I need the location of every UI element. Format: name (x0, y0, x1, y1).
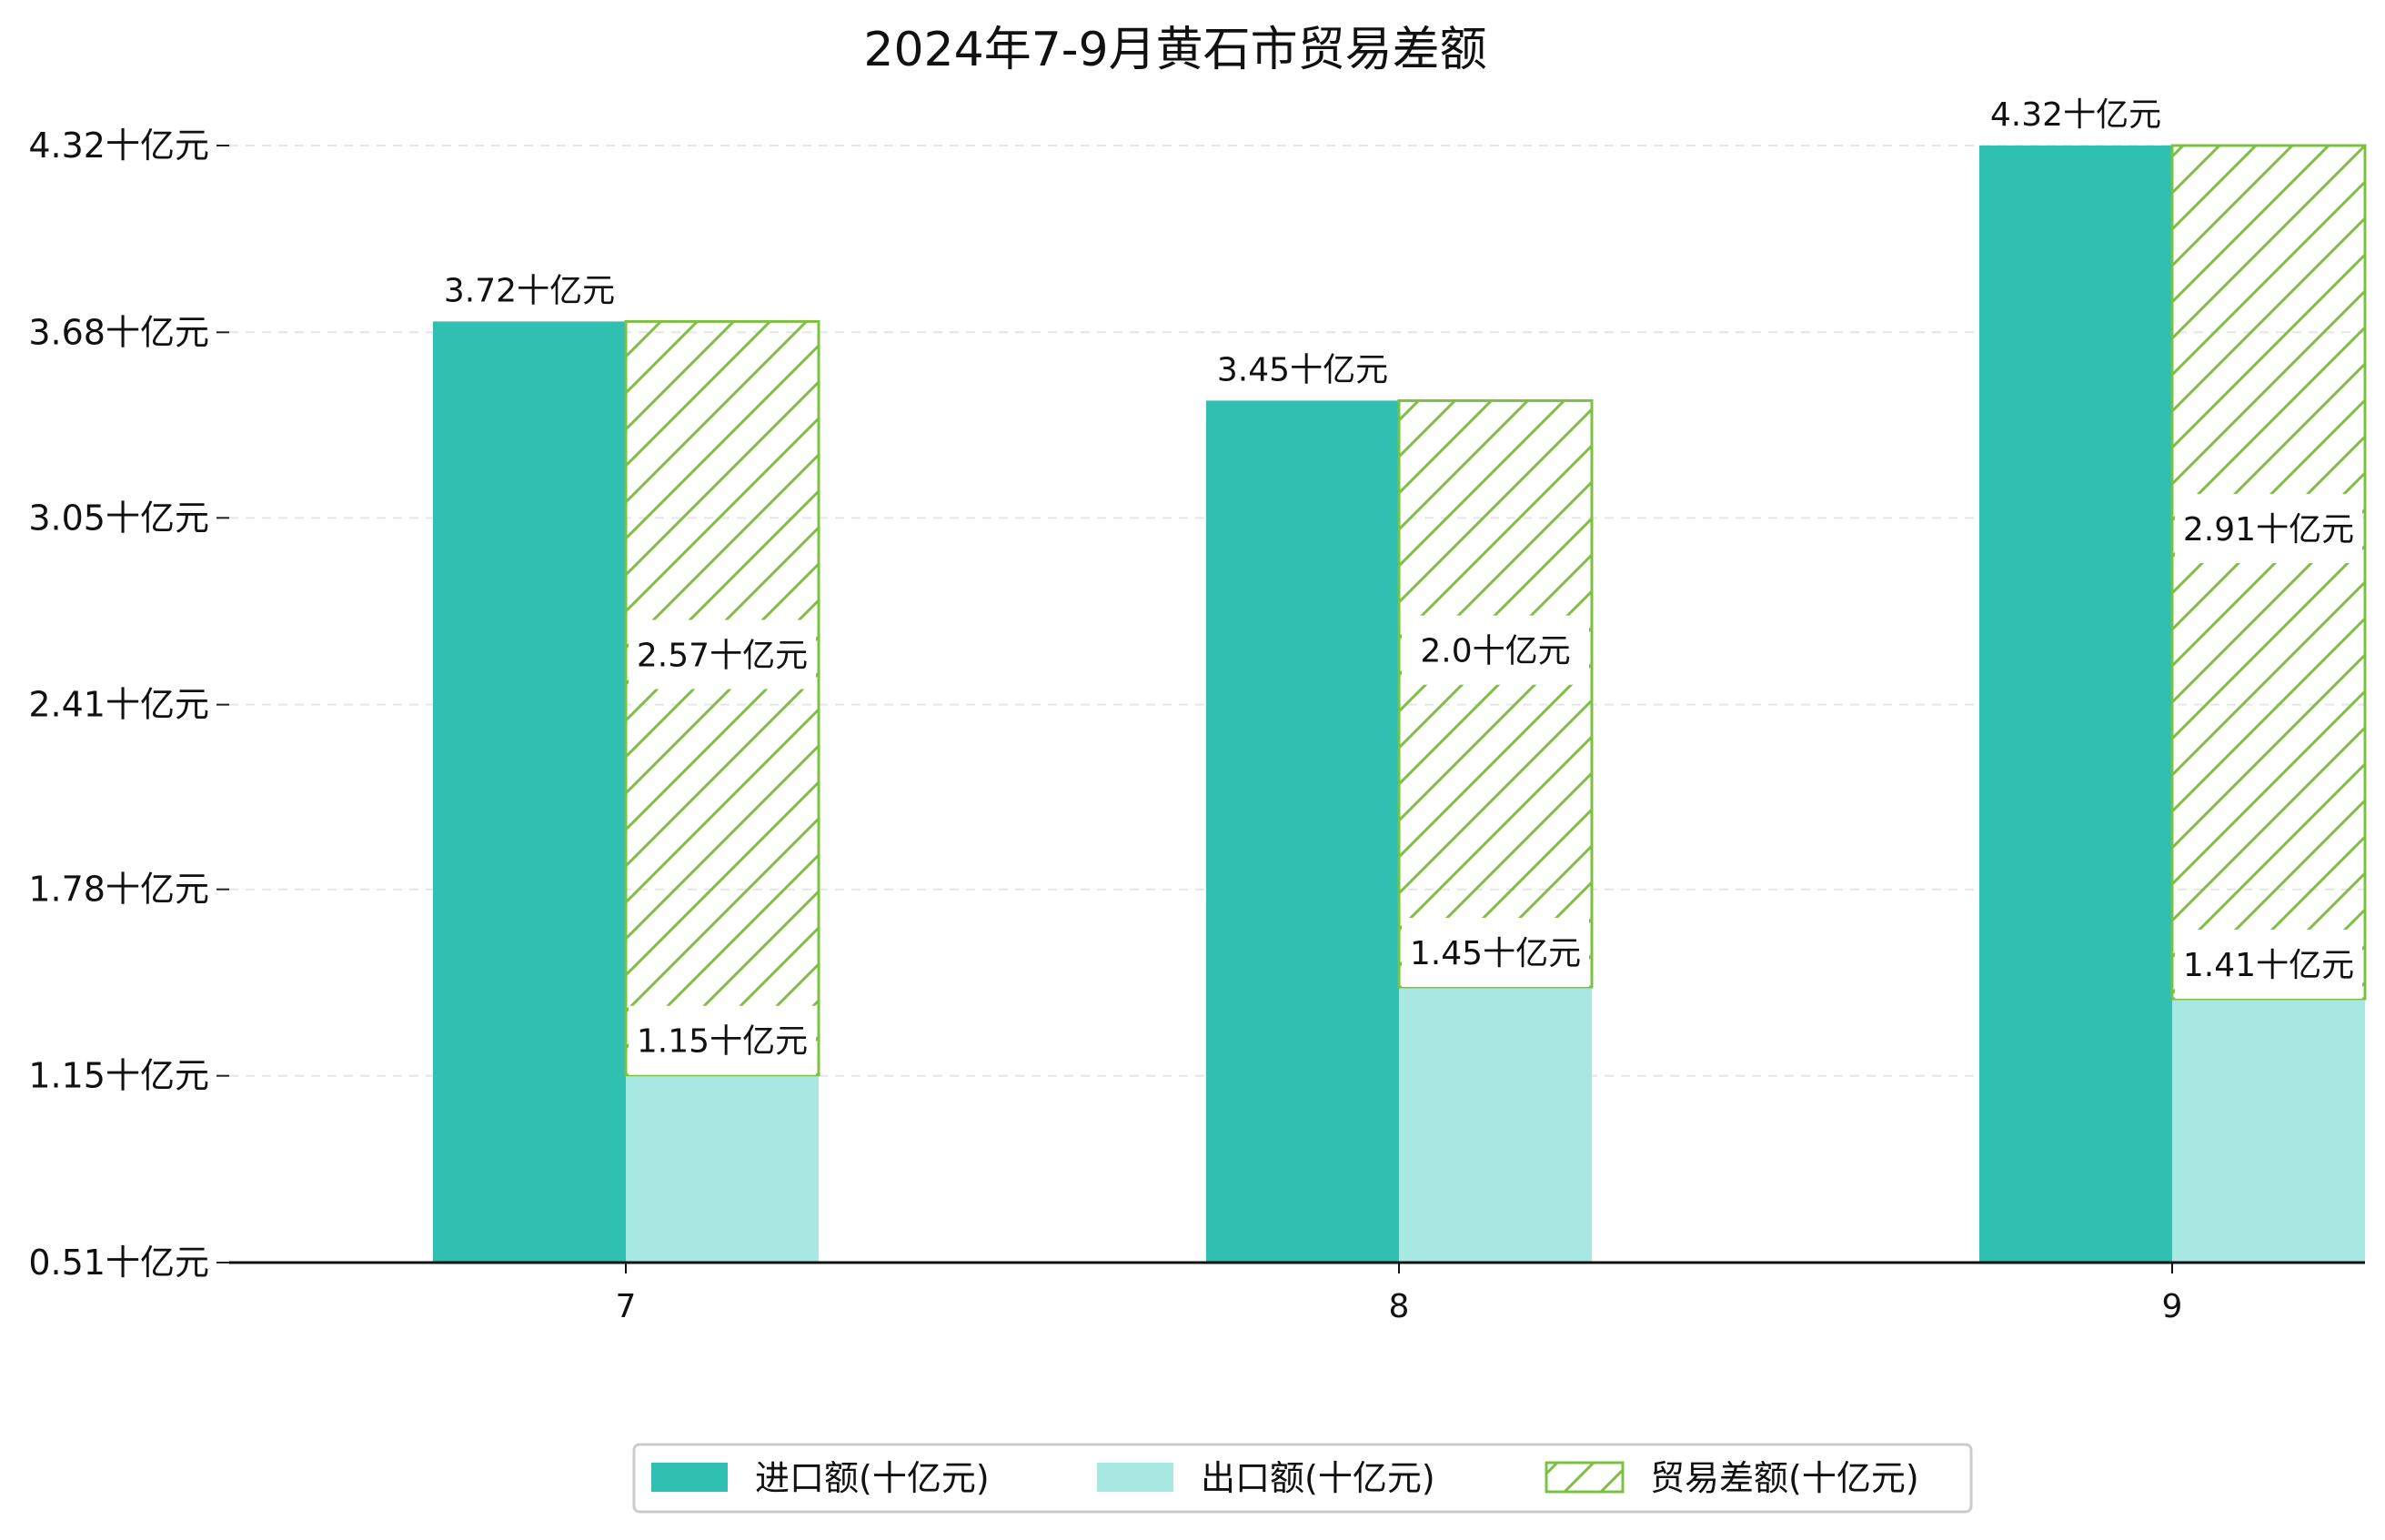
x-tick-label: 8 (1389, 1288, 1410, 1325)
label-export-9-bg (2175, 929, 2362, 999)
label-export-7-text: 1.15十亿元 (637, 1023, 808, 1061)
y-tick-label: 1.78十亿元 (28, 870, 209, 910)
x-tick-label: 7 (616, 1288, 637, 1325)
label-export-8: 1.45十亿元 (1402, 918, 1589, 988)
legend-item: 进口额(十亿元) (651, 1458, 990, 1498)
label-balance-7-bg (629, 619, 816, 689)
label-import-9: 4.32十亿元 (1990, 96, 2161, 134)
bar-import-9 (1979, 146, 2172, 1263)
legend-label: 出口额(十亿元) (1201, 1458, 1435, 1498)
label-balance-8-bg (1402, 615, 1589, 685)
data-labels: 3.72十亿元 1.15十亿元 2.57十亿元 3.45十亿元 1.45十亿元 2.0十亿… (444, 96, 2362, 1075)
label-export-9-text: 1.41十亿元 (2183, 947, 2354, 984)
y-tick-label: 4.32十亿元 (28, 126, 209, 166)
legend-box (632, 1443, 1973, 1514)
x-axis: 7 8 9 (229, 1261, 2365, 1325)
y-tick-label: 0.51十亿元 (28, 1243, 209, 1283)
bar-layer (433, 144, 2367, 1263)
label-export-8-text: 1.45十亿元 (1410, 935, 1581, 972)
label-export-7: 1.15十亿元 (629, 1005, 816, 1075)
label-balance-7: 2.57十亿元 (629, 619, 816, 689)
legend-item: 出口额(十亿元) (1097, 1458, 1435, 1498)
label-balance-8-text: 2.0十亿元 (1420, 633, 1570, 670)
chart-title: 2024年7-9月黄石市贸易差额 (863, 23, 1486, 77)
bar-import-7 (433, 321, 626, 1263)
bar-import-8 (1206, 400, 1399, 1263)
bar-export-8 (1399, 987, 1592, 1263)
y-tick-label: 2.41十亿元 (28, 685, 209, 725)
label-balance-8: 2.0十亿元 (1402, 615, 1589, 685)
label-export-7-bg (629, 1005, 816, 1075)
label-balance-9-text: 2.91十亿元 (2183, 511, 2354, 549)
label-balance-9-bg (2175, 493, 2362, 563)
legend: 进口额(十亿元) 出口额(十亿元) 贸易差额(十亿元) (632, 1443, 1973, 1514)
legend-swatch (1545, 1461, 1625, 1494)
x-tick-label: 9 (2162, 1288, 2183, 1325)
y-axis: 0.51十亿元 1.15十亿元 1.78十亿元 2.41十亿元 3.05十亿元 3.68十… (28, 126, 229, 1283)
label-export-8-bg (1402, 918, 1589, 988)
legend-swatch (1097, 1463, 1173, 1492)
bar-balance-7 (624, 319, 820, 1077)
y-tick-label: 1.15十亿元 (28, 1056, 209, 1096)
y-tick-label: 3.68十亿元 (28, 312, 209, 352)
label-balance-7-text: 2.57十亿元 (637, 638, 808, 675)
bar-balance-9 (2170, 144, 2367, 1001)
label-import-8: 3.45十亿元 (1217, 351, 1388, 388)
label-balance-9: 2.91十亿元 (2175, 493, 2362, 563)
legend-label: 贸易差额(十亿元) (1650, 1458, 1919, 1498)
bar-export-7 (626, 1074, 819, 1263)
bar-export-9 (2172, 998, 2365, 1263)
label-export-9: 1.41十亿元 (2175, 929, 2362, 999)
bar-balance-8 (1397, 398, 1594, 989)
legend-swatch (651, 1463, 728, 1492)
y-tick-label: 3.05十亿元 (28, 498, 209, 538)
label-import-7: 3.72十亿元 (444, 272, 615, 309)
legend-label: 进口额(十亿元) (755, 1458, 990, 1498)
legend-item: 贸易差额(十亿元) (1545, 1458, 1919, 1498)
